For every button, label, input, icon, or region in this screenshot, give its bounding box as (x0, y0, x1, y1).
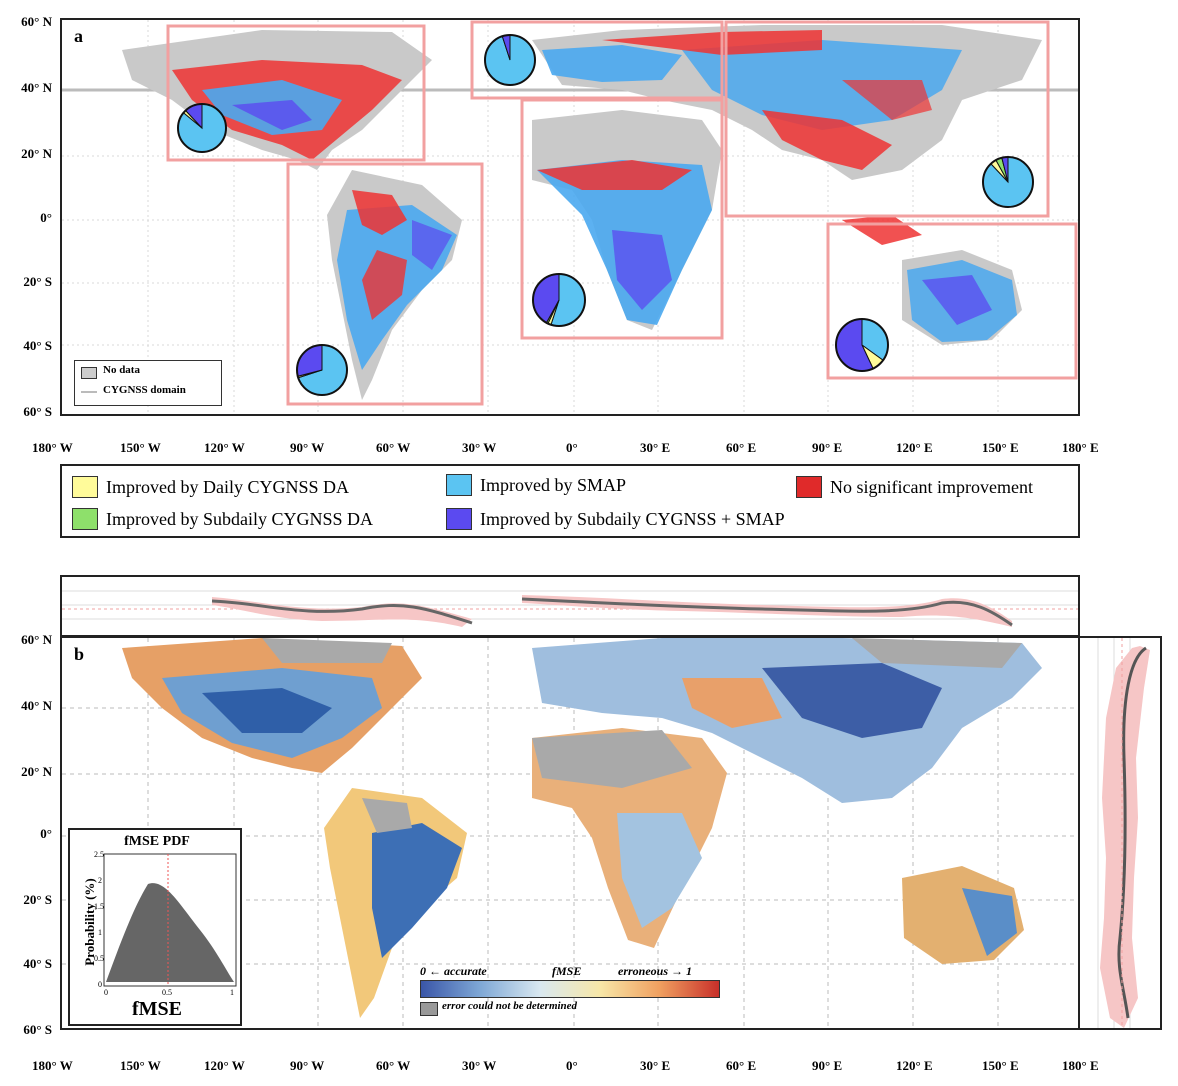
lat-label-b-60n: 60° N (21, 632, 52, 647)
lon-label-a: 30° W (462, 440, 497, 455)
colorbar-right-label: erroneous → 1 (618, 964, 693, 978)
lon-label-b: 150° W (120, 1058, 161, 1073)
pie-outline (484, 34, 536, 86)
no-data-swatch (81, 367, 97, 379)
pie-outline (835, 318, 889, 372)
colorbar-nodata-label: error could not be determined (442, 1000, 578, 1012)
legend-label: Improved by Subdaily CYGNSS + SMAP (480, 508, 785, 529)
lon-label-b: 60° E (726, 1058, 757, 1073)
cygnss-domain-label: CYGNSS domain (103, 384, 186, 396)
inset-ytick: 2.5 (94, 850, 104, 859)
lon-label-a: 60° W (376, 440, 411, 455)
panel-a-map-graphic (62, 20, 1078, 414)
legend-label: Improved by Subdaily CYGNSS DA (106, 508, 374, 529)
pie-outline (177, 103, 227, 153)
lon-label-b: 150° E (982, 1058, 1019, 1073)
colorbar-mid-label: fMSE (552, 964, 582, 978)
lat-label-a-20n: 20° N (21, 146, 52, 161)
lon-label-a: 120° E (896, 440, 933, 455)
panel-b-map: b fMS (60, 636, 1080, 1030)
lon-label-a: 120° W (204, 440, 245, 455)
legend-item-daily-cygnss: Improved by Daily CYGNSS DA (72, 476, 349, 498)
lon-label-a: 150° E (982, 440, 1019, 455)
panel-b-meridional-profile (60, 575, 1080, 637)
pie-outline (296, 344, 348, 396)
lat-label-a-eq: 0° (40, 210, 52, 225)
lon-label-a: 90° W (290, 440, 325, 455)
panel-a-map: a (60, 18, 1080, 416)
colorbar-left-label: 0 ← accurate (420, 964, 487, 978)
pie-outline (982, 156, 1034, 208)
lon-label-b: 120° W (204, 1058, 245, 1073)
legend-item-subdaily-cygnss: Improved by Subdaily CYGNSS DA (72, 508, 373, 530)
lat-label-b-20s: 20° S (23, 892, 52, 907)
lon-label-a: 90° E (812, 440, 843, 455)
cygnss-domain-swatch (81, 391, 97, 393)
lon-label-a: 60° E (726, 440, 757, 455)
inset-title: fMSE PDF (124, 834, 190, 849)
panel-b-letter: b (74, 644, 85, 664)
lat-label-a-60n: 60° N (21, 14, 52, 29)
inset-ytick: 2 (98, 876, 102, 885)
legend-swatch (446, 474, 472, 496)
lon-label-b: 30° W (462, 1058, 497, 1073)
panel-b-zonal-profile (1078, 636, 1162, 1030)
lat-label-a-40n: 40° N (21, 80, 52, 95)
lat-label-b-20n: 20° N (21, 764, 52, 779)
legend-label: No significant improvement (830, 476, 1033, 497)
lon-label-a: 180° W (32, 440, 73, 455)
colorbar-nodata-swatch (420, 1002, 438, 1016)
pie-charts (177, 34, 1034, 396)
panel-a-letter: a (74, 26, 83, 46)
legend-swatch (796, 476, 822, 498)
inset-ytick: 1 (98, 928, 102, 937)
legend-item-smap: Improved by SMAP (446, 474, 626, 496)
inset-xtick: 0.5 (162, 988, 172, 997)
legend-item-subdaily-cygnss-smap: Improved by Subdaily CYGNSS + SMAP (446, 508, 785, 530)
lat-label-b-60s: 60° S (23, 1022, 52, 1037)
lon-label-b: 0° (566, 1058, 578, 1073)
lon-label-b: 180° W (32, 1058, 73, 1073)
lat-label-b-eq: 0° (40, 826, 52, 841)
lon-label-b: 120° E (896, 1058, 933, 1073)
legend-swatch (72, 508, 98, 530)
inset-xtick: 0 (104, 988, 108, 997)
fmse-colorbar: 0 ← accurate fMSE erroneous → 1 error co… (420, 964, 720, 1024)
lon-label-b: 90° W (290, 1058, 325, 1073)
lat-label-a-60s: 60° S (23, 404, 52, 419)
lon-label-b: 90° E (812, 1058, 843, 1073)
legend-label: Improved by SMAP (480, 474, 627, 495)
lat-label-a-40s: 40° S (23, 338, 52, 353)
lon-label-b: 60° W (376, 1058, 411, 1073)
fmse-pdf-inset: fMSE PDF Probability (%) 2.5 2 1.5 1 0.5… (68, 828, 242, 1026)
lon-label-a: 180° E (1062, 440, 1099, 455)
lon-label-b: 30° E (640, 1058, 671, 1073)
pie-outline (532, 273, 586, 327)
improvement-legend: Improved by Daily CYGNSS DA Improved by … (60, 464, 1080, 538)
lon-label-a: 150° W (120, 440, 161, 455)
inset-ytick: 0.5 (94, 954, 104, 963)
inset-xtick: 1 (230, 988, 234, 997)
legend-label: Improved by Daily CYGNSS DA (106, 476, 349, 497)
panel-b-map-graphic (62, 638, 1078, 1028)
legend-item-no-improvement: No significant improvement (796, 476, 1033, 498)
lat-label-b-40s: 40° S (23, 956, 52, 971)
inset-xlabel: fMSE (132, 998, 182, 1020)
panel-a-small-legend: No data CYGNSS domain (74, 360, 222, 406)
lat-label-b-40n: 40° N (21, 698, 52, 713)
inset-ytick: 1.5 (94, 902, 104, 911)
colorbar-gradient (420, 980, 720, 998)
lon-label-a: 30° E (640, 440, 671, 455)
legend-swatch (72, 476, 98, 498)
lon-label-b: 180° E (1062, 1058, 1099, 1073)
inset-ytick: 0 (98, 980, 102, 989)
legend-swatch (446, 508, 472, 530)
no-data-label: No data (103, 364, 140, 376)
lat-label-a-20s: 20° S (23, 274, 52, 289)
lon-label-a: 0° (566, 440, 578, 455)
